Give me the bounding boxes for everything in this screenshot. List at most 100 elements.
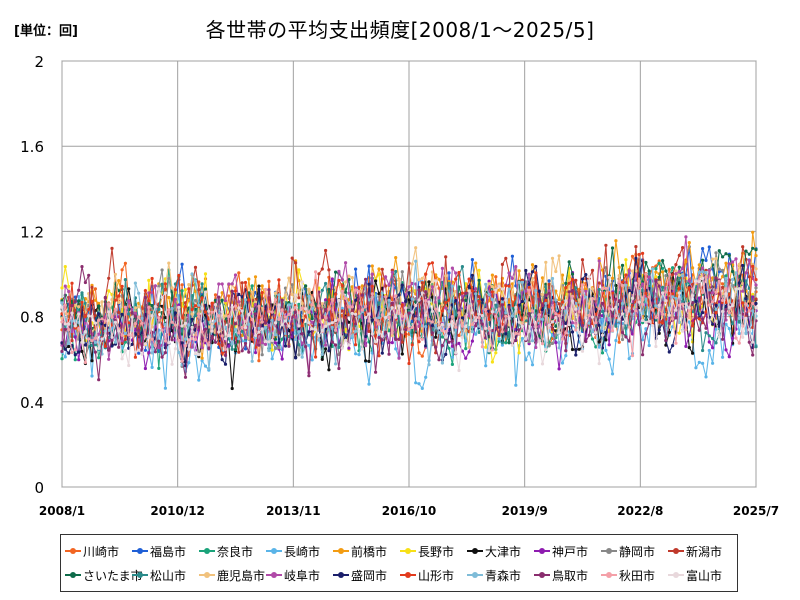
data-point	[310, 327, 314, 331]
data-point	[661, 285, 665, 289]
data-point	[681, 299, 685, 303]
data-point	[701, 317, 705, 321]
data-point	[140, 352, 144, 356]
data-point	[414, 317, 418, 321]
data-point	[327, 307, 331, 311]
data-point	[604, 286, 608, 290]
data-point	[570, 272, 575, 276]
data-point	[360, 347, 364, 351]
data-point	[77, 358, 81, 362]
data-point	[187, 283, 191, 287]
data-point	[721, 255, 725, 259]
data-point	[714, 311, 718, 315]
legend-label: 奈良市	[217, 544, 254, 559]
data-point	[671, 317, 675, 321]
data-point	[367, 359, 371, 363]
data-point	[450, 362, 454, 366]
legend-item: 新潟市	[668, 543, 735, 560]
data-point	[544, 293, 548, 297]
data-point	[737, 316, 741, 320]
data-point	[557, 302, 561, 306]
data-point	[714, 341, 718, 345]
data-point	[637, 252, 641, 257]
data-point	[250, 337, 254, 341]
data-point	[163, 386, 167, 390]
data-point	[77, 295, 81, 299]
data-point	[604, 311, 608, 315]
data-point	[407, 324, 411, 328]
data-point	[133, 350, 137, 354]
data-point	[604, 243, 608, 247]
data-point	[634, 256, 638, 260]
chart-legend: 川崎市 福島市 奈良市 長崎市 前橋市 長野市 大津市 神戸市 静岡市 新潟市 さいたま市 松山市 鹿…	[60, 534, 738, 592]
data-point	[230, 342, 234, 346]
data-point	[737, 281, 741, 285]
data-point	[120, 357, 124, 361]
data-point	[167, 295, 171, 300]
data-point	[414, 259, 418, 263]
data-point	[283, 315, 288, 319]
data-point	[694, 316, 698, 320]
data-point	[674, 341, 678, 345]
legend-swatch	[266, 570, 282, 580]
data-point	[667, 272, 671, 276]
data-point	[464, 339, 468, 343]
data-point	[721, 285, 725, 289]
data-point	[714, 307, 718, 311]
data-point	[470, 311, 474, 315]
data-point	[614, 338, 618, 343]
data-point	[597, 362, 601, 366]
data-point	[417, 317, 421, 321]
data-point	[107, 276, 111, 280]
data-point	[370, 292, 374, 296]
data-point	[320, 328, 324, 333]
data-point	[157, 287, 161, 291]
data-point	[424, 272, 428, 276]
data-point	[480, 322, 484, 326]
data-point	[701, 348, 705, 353]
data-point	[340, 309, 344, 313]
data-point	[73, 353, 77, 357]
data-point	[267, 309, 271, 314]
data-point	[117, 329, 121, 333]
data-point	[480, 314, 484, 318]
data-point	[157, 316, 161, 320]
legend-swatch	[65, 546, 81, 556]
data-point	[173, 323, 177, 327]
data-point	[490, 310, 494, 314]
data-point	[654, 344, 658, 349]
data-point	[530, 323, 535, 327]
data-point	[661, 266, 665, 270]
data-point	[487, 299, 491, 303]
data-point	[230, 386, 234, 391]
data-point	[604, 348, 608, 352]
data-point	[367, 329, 371, 333]
data-point	[430, 285, 434, 289]
data-point	[117, 345, 121, 349]
data-point	[277, 341, 281, 345]
data-point	[217, 282, 221, 286]
data-point	[564, 354, 568, 358]
data-point	[153, 350, 157, 354]
data-point	[220, 298, 224, 302]
data-point	[694, 279, 698, 283]
data-point	[580, 349, 585, 353]
data-point	[257, 287, 261, 291]
data-point	[754, 301, 758, 306]
data-point	[504, 298, 508, 302]
data-point	[407, 291, 411, 295]
data-point	[87, 337, 91, 341]
data-point	[320, 302, 324, 306]
data-point	[671, 299, 675, 303]
data-point	[497, 284, 501, 288]
data-point	[751, 264, 755, 268]
data-point	[80, 265, 84, 269]
data-point	[60, 301, 64, 305]
data-point	[93, 314, 97, 318]
data-point	[163, 351, 167, 355]
data-point	[440, 335, 444, 339]
data-point	[667, 350, 671, 354]
data-point	[570, 289, 575, 293]
data-point	[590, 268, 595, 272]
data-point	[223, 337, 228, 341]
